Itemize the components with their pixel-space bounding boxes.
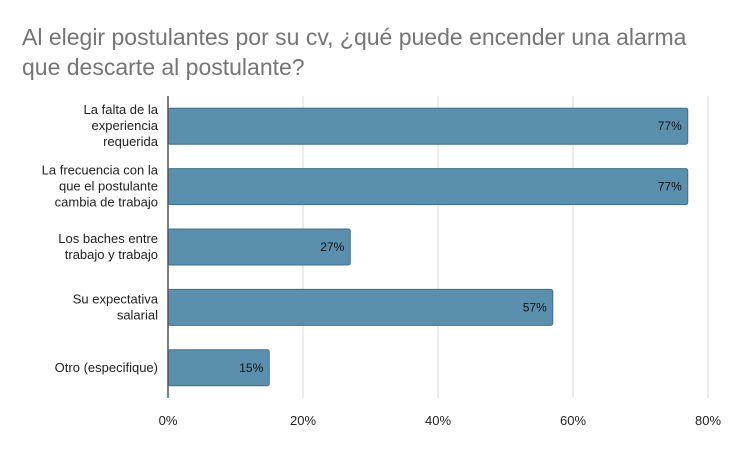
category-label-line: La falta de la — [84, 102, 159, 117]
category-label-line: Los baches entre — [58, 231, 158, 246]
chart-title: Al elegir postulantes por su cv, ¿qué pu… — [22, 24, 687, 80]
category-label: Su expectativa salarial — [73, 291, 159, 322]
bar-data-label: 77% — [658, 119, 682, 133]
category-label-line: que el postulante — [59, 179, 158, 194]
bar-data-label: 57% — [523, 300, 547, 314]
x-tick-label: 0% — [159, 413, 178, 428]
category-label: Otro (especifique) — [55, 360, 158, 375]
category-label: La frecuencia con la que el postulante cam… — [42, 163, 159, 210]
bar — [167, 107, 689, 145]
category-label: Los baches entre trabajo y trabajo — [58, 231, 158, 262]
bar-data-label: 15% — [239, 361, 263, 375]
bar — [167, 288, 554, 326]
category-label-line: La frecuencia con la — [42, 163, 159, 178]
category-label-line: experiencia — [92, 118, 159, 133]
category-label-line: Otro (especifique) — [55, 360, 158, 375]
category-label-line: cambia de trabajo — [55, 195, 158, 210]
category-label-line: trabajo y trabajo — [65, 247, 158, 262]
x-tick-label: 20% — [290, 413, 316, 428]
bar — [167, 168, 689, 206]
category-label-line: salarial — [117, 307, 158, 322]
bar-data-label: 27% — [320, 240, 344, 254]
category-label-line: Su expectativa — [73, 291, 159, 306]
x-tick-label: 40% — [425, 413, 451, 428]
category-label: La falta de la experiencia requerida — [84, 102, 159, 149]
category-label-line: requerida — [103, 134, 159, 149]
bars: 77% 77% 27% 57% 15% — [167, 107, 689, 387]
x-tick-label: 60% — [560, 413, 586, 428]
x-axis-ticks: 0% 20% 40% 60% 80% — [159, 413, 722, 428]
bar-data-label: 77% — [658, 180, 682, 194]
x-tick-label: 80% — [695, 413, 721, 428]
category-labels: La falta de la experiencia requerida La fre… — [42, 102, 159, 375]
